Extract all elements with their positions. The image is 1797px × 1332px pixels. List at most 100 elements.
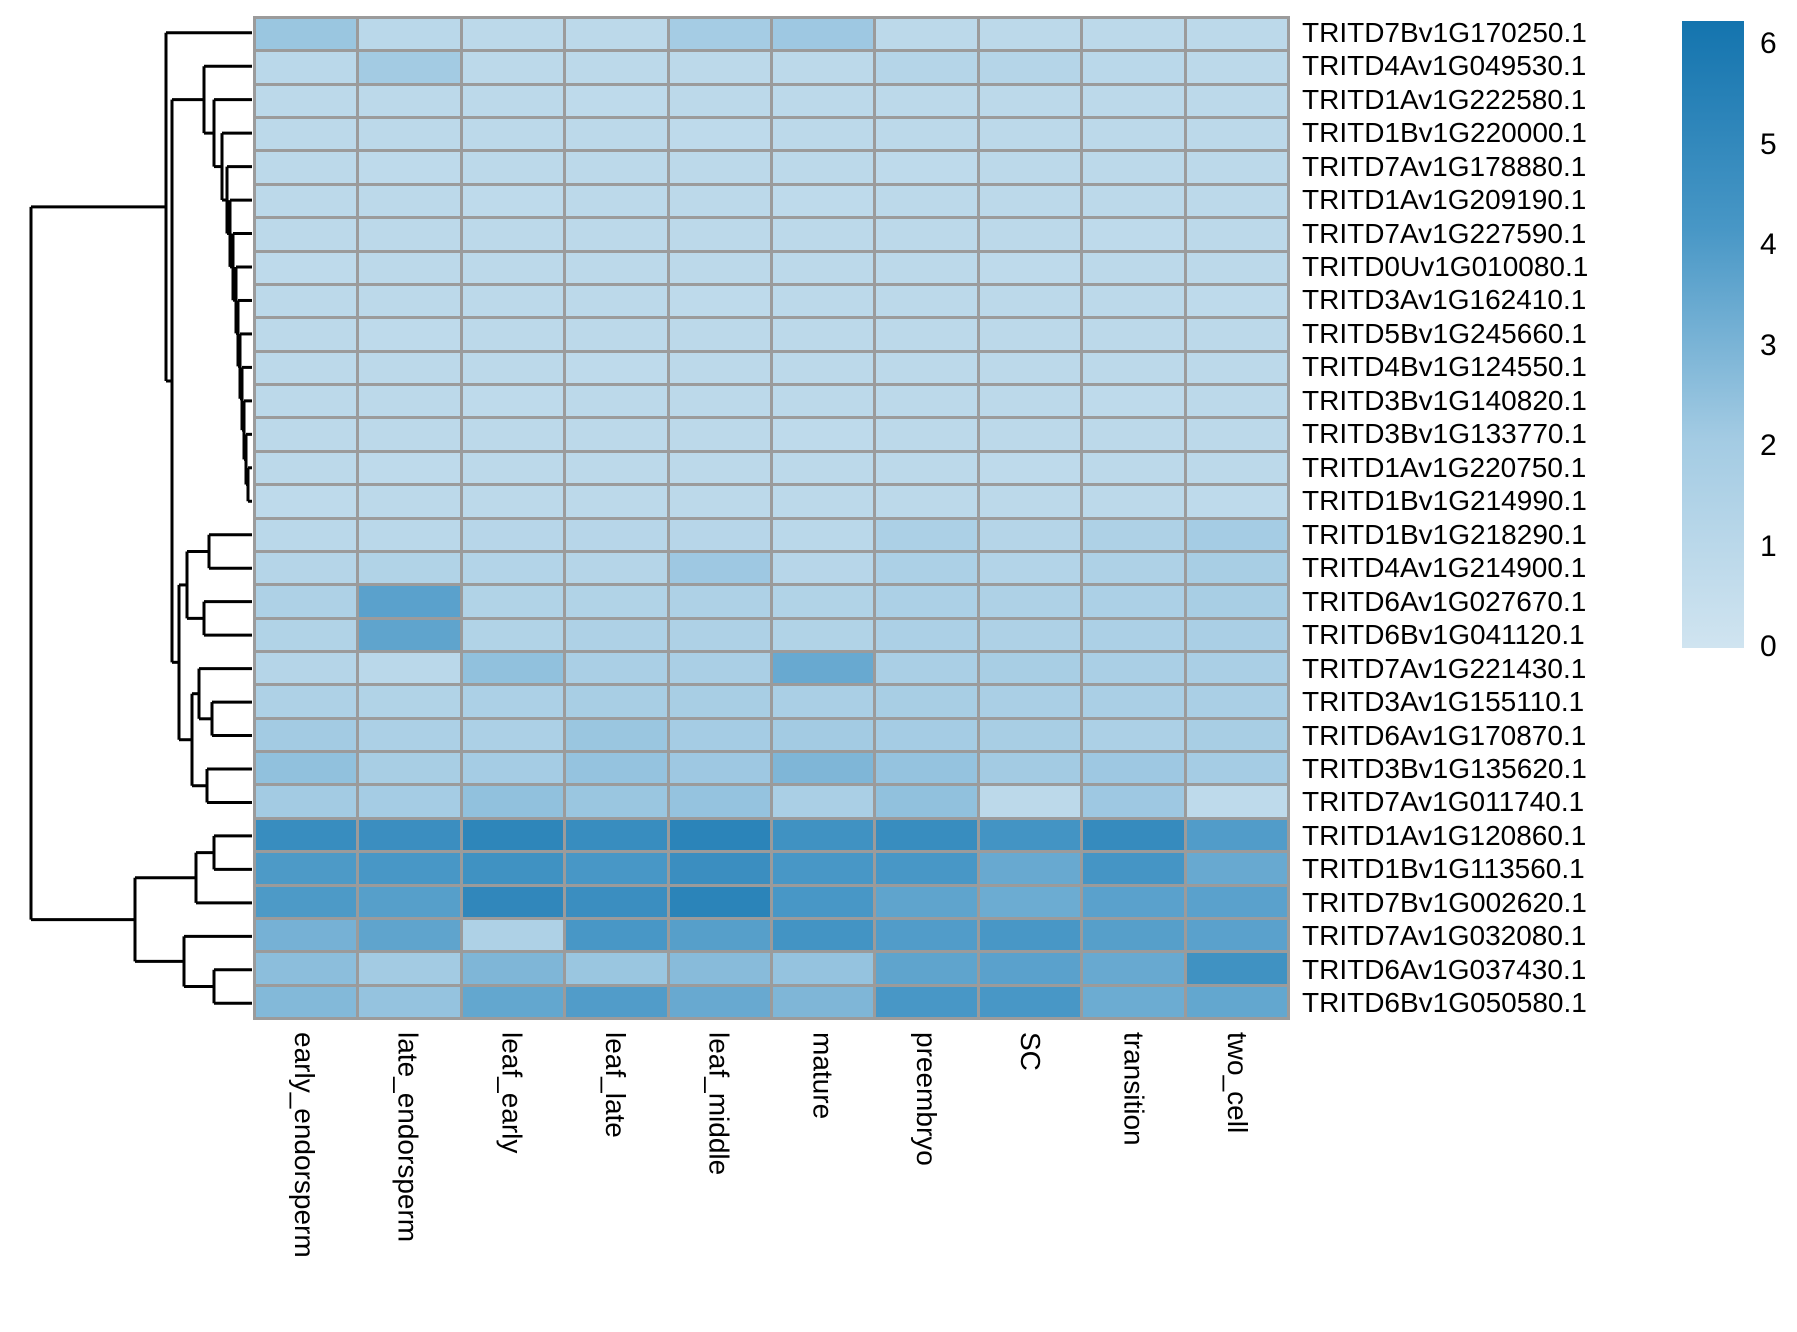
heatmap-cell [359,219,460,250]
heatmap-cell [256,52,357,83]
heatmap-cell [462,52,564,83]
heatmap-cell [876,786,977,817]
heatmap-cell [773,252,874,283]
heatmap-cell [359,452,460,484]
heatmap-cell [876,452,977,484]
heatmap-cell [462,986,564,1017]
heatmap-cell [566,753,667,784]
heatmap-cell [669,386,770,417]
heatmap-cell [359,352,460,384]
row-label: TRITD3Bv1G140820.1 [1302,384,1587,416]
heatmap-cell [359,853,460,884]
heatmap-cell [566,552,667,584]
heatmap-cell [256,185,357,217]
heatmap-cell [256,753,357,784]
heatmap-cell [979,386,1081,417]
heatmap-cell [359,386,460,417]
heatmap-cell [1083,619,1184,650]
heatmap-cell [1083,219,1184,250]
row-label: TRITD1Bv1G220000.1 [1302,117,1587,149]
heatmap-cell [669,586,770,617]
heatmap-cell [462,419,564,450]
heatmap-cell [773,819,874,851]
heatmap-cell [773,452,874,484]
heatmap-cell [876,853,977,884]
heatmap-cell [256,619,357,650]
heatmap-cell [669,619,770,650]
row-label: TRITD3Bv1G133770.1 [1302,418,1587,450]
row-label: TRITD3Bv1G135620.1 [1302,753,1587,784]
heatmap-cell [669,119,770,150]
heatmap-cell [1186,953,1287,984]
heatmap-cell [876,19,977,50]
row-label: TRITD7Av1G178880.1 [1302,150,1587,182]
heatmap-cell [462,252,564,283]
row-label: TRITD7Av1G221430.1 [1302,652,1587,684]
row-label: TRITD4Bv1G124550.1 [1302,351,1587,383]
heatmap-cell [979,753,1081,784]
heatmap-cell [359,185,460,217]
heatmap-cell [1186,753,1287,784]
legend-tick-label: 0 [1760,630,1777,663]
heatmap-cell [566,686,667,717]
row-label: TRITD5Bv1G245660.1 [1302,317,1587,349]
row-label: TRITD1Av1G220750.1 [1302,451,1587,483]
legend-tick-label: 5 [1760,127,1777,161]
column-label: leaf_middle [703,1032,735,1176]
row-label: TRITD7Bv1G170250.1 [1302,16,1587,48]
heatmap-cell [876,819,977,851]
heatmap-cell [979,285,1081,317]
heatmap-cell [359,819,460,851]
heatmap-cell [1186,986,1287,1017]
heatmap-cell [256,719,357,751]
heatmap-cell [462,386,564,417]
heatmap-cell [876,886,977,917]
heatmap-cell [256,319,357,350]
heatmap-cell [566,85,667,117]
heatmap-cell [876,319,977,350]
heatmap-cell [566,219,667,250]
heatmap-cell [566,786,667,817]
heatmap-cell [1083,352,1184,384]
heatmap-cell [566,986,667,1017]
heatmap-cell [773,986,874,1017]
heatmap-cell [566,819,667,851]
heatmap-cell [462,686,564,717]
row-label: TRITD1Av1G120860.1 [1302,819,1587,851]
heatmap-cell [1083,586,1184,617]
heatmap-cell [359,552,460,584]
heatmap-cell [876,285,977,317]
heatmap-cell [1083,319,1184,350]
heatmap-cell [1083,52,1184,83]
heatmap-cell [566,52,667,83]
heatmap-cell [566,886,667,917]
heatmap-cell [256,452,357,484]
heatmap-cell [462,853,564,884]
heatmap-cell [773,853,874,884]
heatmap-cell [773,285,874,317]
heatmap-cell [773,152,874,183]
heatmap-cell [462,285,564,317]
heatmap-cell [1186,452,1287,484]
heatmap-cell [1186,552,1287,584]
row-label: TRITD1Bv1G113560.1 [1302,853,1585,885]
heatmap-cell [566,352,667,384]
heatmap-cell [773,386,874,417]
heatmap-cell [359,85,460,117]
heatmap-cell [773,486,874,517]
heatmap-cell [1186,919,1287,951]
heatmap-cell [979,452,1081,484]
heatmap-cell [256,686,357,717]
heatmap-cell [669,519,770,550]
heatmap-cell [566,19,667,50]
heatmap-cell [669,319,770,350]
heatmap-cell [462,319,564,350]
heatmap-cell [1186,352,1287,384]
column-label: preembryo [911,1032,943,1166]
heatmap-cell [773,352,874,384]
heatmap-cell [979,419,1081,450]
heatmap-cell [979,853,1081,884]
heatmap-cell [979,719,1081,751]
heatmap-cell [669,185,770,217]
heatmap-cell [669,219,770,250]
